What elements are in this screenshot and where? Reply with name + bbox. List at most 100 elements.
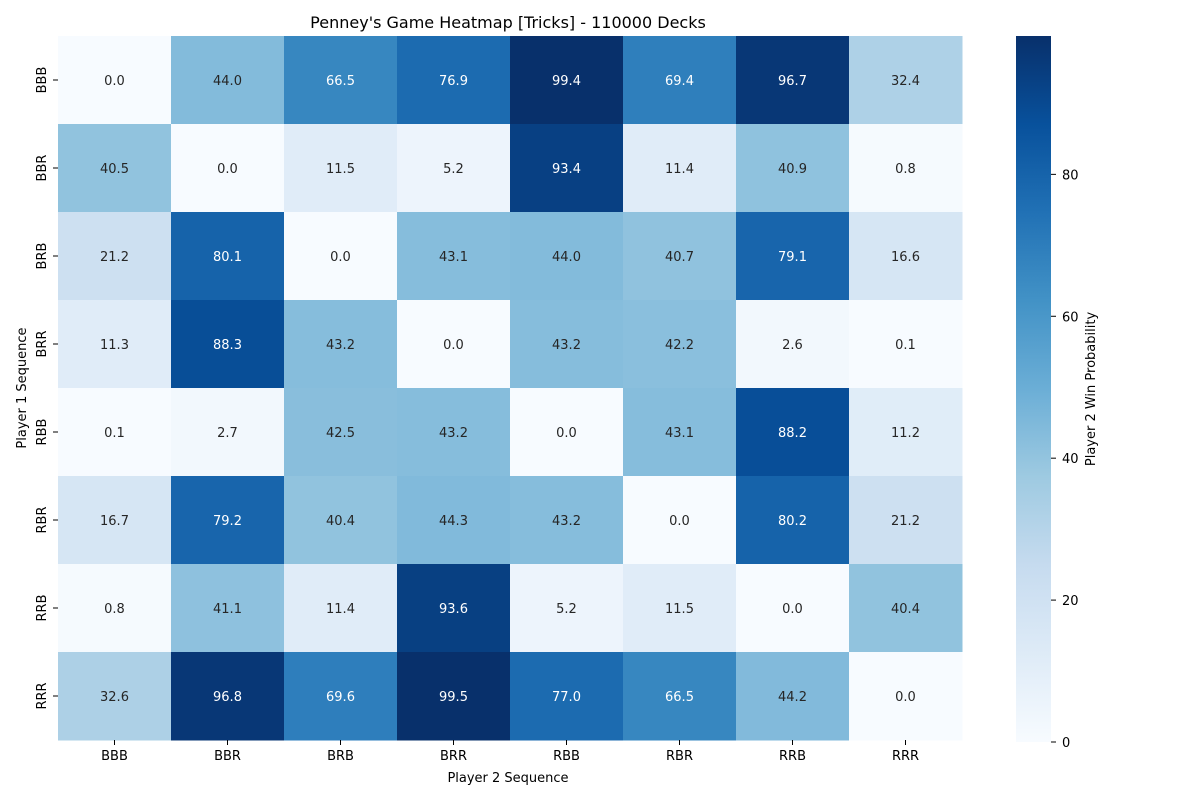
cell-value-label: 99.5 bbox=[439, 690, 468, 705]
cell-value-label: 32.4 bbox=[891, 74, 920, 89]
cell-value-label: 16.7 bbox=[100, 514, 129, 529]
colorbar-tick-label: 80 bbox=[1062, 168, 1079, 183]
y-axis-ticks: BBB BBR BRB BRR RBB RBR RRB RRR bbox=[35, 67, 58, 710]
heatmap-cell bbox=[171, 300, 285, 389]
cell-value-label: 93.6 bbox=[439, 602, 468, 617]
heatmap-cell bbox=[397, 476, 511, 565]
heatmap-cell bbox=[510, 212, 624, 301]
cell-value-label: 11.4 bbox=[326, 602, 355, 617]
heatmap-cell bbox=[736, 388, 850, 477]
heatmap-cell bbox=[736, 476, 850, 565]
heatmap-cell bbox=[58, 564, 172, 653]
heatmap-cell bbox=[510, 476, 624, 565]
heatmap-cell bbox=[849, 564, 963, 653]
cell-value-label: 0.0 bbox=[443, 338, 464, 353]
heatmap-cell bbox=[58, 652, 172, 741]
colorbar-label: Player 2 Win Probability bbox=[1084, 312, 1099, 467]
heatmap-cell bbox=[284, 564, 398, 653]
cell-value-label: 11.2 bbox=[891, 426, 920, 441]
heatmap-cell bbox=[849, 124, 963, 213]
cell-value-label: 44.3 bbox=[439, 514, 468, 529]
x-tick-label: RRB bbox=[779, 749, 806, 764]
x-tick-label: BRB bbox=[327, 749, 354, 764]
cell-value-label: 43.1 bbox=[439, 250, 468, 265]
heatmap-cell bbox=[171, 124, 285, 213]
heatmap-cell bbox=[510, 652, 624, 741]
cell-value-label: 44.0 bbox=[552, 250, 581, 265]
heatmap-cell bbox=[171, 212, 285, 301]
cell-value-label: 16.6 bbox=[891, 250, 920, 265]
heatmap-cell bbox=[171, 388, 285, 477]
heatmap-cell bbox=[397, 212, 511, 301]
heatmap-cell bbox=[736, 36, 850, 125]
cell-value-label: 40.9 bbox=[778, 162, 807, 177]
cell-value-label: 93.4 bbox=[552, 162, 581, 177]
cell-value-label: 2.7 bbox=[217, 426, 238, 441]
x-tick-label: BBR bbox=[214, 749, 241, 764]
cell-value-label: 99.4 bbox=[552, 74, 581, 89]
chart-title: Penney's Game Heatmap [Tricks] - 110000 … bbox=[310, 13, 706, 32]
cell-value-label: 11.3 bbox=[100, 338, 129, 353]
cell-value-label: 80.2 bbox=[778, 514, 807, 529]
heatmap-cell bbox=[510, 300, 624, 389]
cell-value-label: 69.6 bbox=[326, 690, 355, 705]
heatmap-cell bbox=[623, 212, 737, 301]
y-tick-label: BRB bbox=[35, 243, 50, 270]
cell-value-label: 0.1 bbox=[895, 338, 916, 353]
y-tick-label: BRR bbox=[35, 331, 50, 358]
heatmap-cell bbox=[849, 476, 963, 565]
cell-value-label: 43.2 bbox=[552, 338, 581, 353]
cell-value-label: 88.2 bbox=[778, 426, 807, 441]
heatmap-cell bbox=[58, 124, 172, 213]
heatmap-cell bbox=[284, 652, 398, 741]
heatmap-cell bbox=[171, 652, 285, 741]
heatmap-cell bbox=[510, 564, 624, 653]
colorbar-tick-label: 60 bbox=[1062, 310, 1079, 325]
cell-value-label: 42.5 bbox=[326, 426, 355, 441]
cell-value-label: 76.9 bbox=[439, 74, 468, 89]
heatmap-cell bbox=[623, 36, 737, 125]
cell-value-label: 79.2 bbox=[213, 514, 242, 529]
heatmap-cell bbox=[58, 212, 172, 301]
heatmap-cell bbox=[284, 36, 398, 125]
y-tick-label: RRR bbox=[35, 682, 50, 709]
x-tick-label: RBB bbox=[553, 749, 580, 764]
heatmap-cell bbox=[849, 300, 963, 389]
cell-value-label: 0.0 bbox=[104, 74, 125, 89]
heatmap-cell bbox=[171, 564, 285, 653]
cell-value-label: 40.4 bbox=[891, 602, 920, 617]
heatmap-cell bbox=[58, 388, 172, 477]
y-tick-label: BBR bbox=[35, 155, 50, 182]
cell-value-label: 66.5 bbox=[665, 690, 694, 705]
heatmap-cell bbox=[849, 388, 963, 477]
heatmap-cell bbox=[397, 300, 511, 389]
cell-value-label: 0.0 bbox=[556, 426, 577, 441]
cell-value-label: 0.0 bbox=[669, 514, 690, 529]
heatmap-cell bbox=[736, 124, 850, 213]
heatmap-cell bbox=[623, 300, 737, 389]
heatmap-cell bbox=[58, 476, 172, 565]
heatmap-cell bbox=[58, 300, 172, 389]
cell-value-label: 43.2 bbox=[552, 514, 581, 529]
heatmap-cell bbox=[397, 564, 511, 653]
heatmap-cell bbox=[623, 124, 737, 213]
colorbar-ticks: 0 20 40 60 80 bbox=[1051, 168, 1079, 751]
cell-value-label: 11.4 bbox=[665, 162, 694, 177]
cell-value-label: 40.5 bbox=[100, 162, 129, 177]
x-axis-ticks: BBB BBR BRB BRR RBB RBR RRB RRR bbox=[101, 740, 919, 764]
cell-value-label: 96.7 bbox=[778, 74, 807, 89]
cell-value-label: 41.1 bbox=[213, 602, 242, 617]
cell-value-label: 0.0 bbox=[217, 162, 238, 177]
heatmap-cell bbox=[58, 36, 172, 125]
colorbar-tick-label: 0 bbox=[1062, 736, 1070, 751]
x-tick-label: BRR bbox=[440, 749, 467, 764]
y-tick-label: RBR bbox=[35, 507, 50, 534]
heatmap-cells: 0.0 44.0 66.5 76.9 99.4 69.4 96.7 32.4 40.5 0.0 11… bbox=[58, 36, 963, 741]
y-tick-label: BBB bbox=[35, 67, 50, 94]
heatmap-cell bbox=[623, 564, 737, 653]
heatmap-cell bbox=[849, 36, 963, 125]
cell-value-label: 69.4 bbox=[665, 74, 694, 89]
heatmap-cell bbox=[849, 212, 963, 301]
heatmap-cell bbox=[284, 300, 398, 389]
